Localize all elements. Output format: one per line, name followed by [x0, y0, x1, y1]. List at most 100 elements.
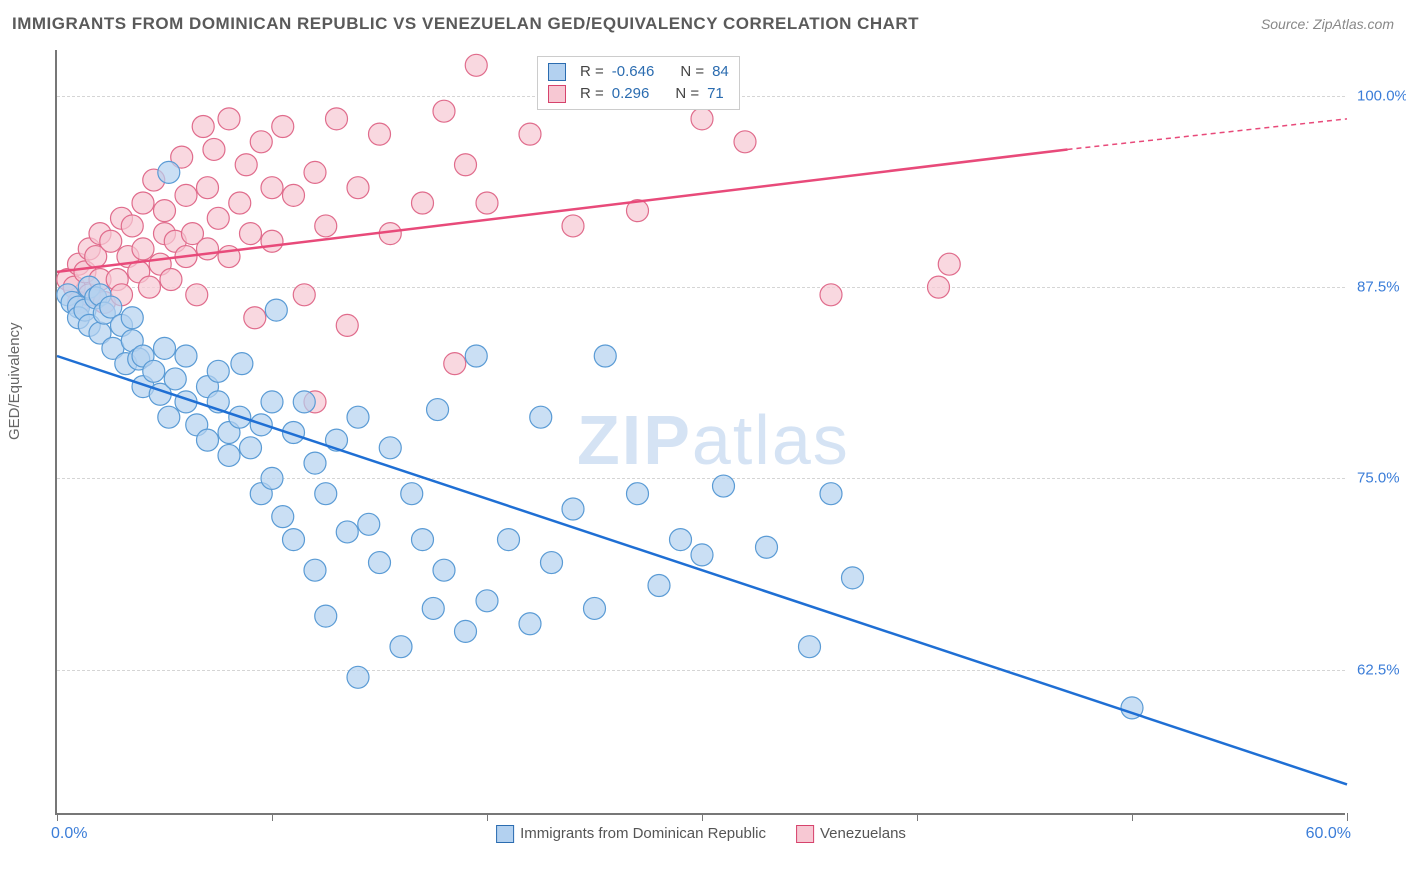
- x-tick: [57, 813, 58, 821]
- data-point: [265, 299, 287, 321]
- trend-line: [1068, 119, 1348, 150]
- data-point: [218, 108, 240, 130]
- data-point: [820, 483, 842, 505]
- data-point: [304, 161, 326, 183]
- x-tick: [1132, 813, 1133, 821]
- data-point: [519, 613, 541, 635]
- data-point: [261, 391, 283, 413]
- data-point: [304, 452, 326, 474]
- data-point: [293, 284, 315, 306]
- data-point: [347, 666, 369, 688]
- data-point: [433, 559, 455, 581]
- data-point: [231, 353, 253, 375]
- data-point: [519, 123, 541, 145]
- data-point: [192, 116, 214, 138]
- data-point: [465, 54, 487, 76]
- data-point: [465, 345, 487, 367]
- data-point: [207, 360, 229, 382]
- data-point: [541, 552, 563, 574]
- y-tick-label: 62.5%: [1357, 661, 1400, 678]
- data-point: [121, 307, 143, 329]
- data-point: [272, 116, 294, 138]
- data-point: [283, 184, 305, 206]
- data-point: [272, 506, 294, 528]
- data-point: [293, 391, 315, 413]
- data-point: [530, 406, 552, 428]
- stat-n-label: N =: [675, 83, 699, 105]
- data-point: [186, 284, 208, 306]
- data-point: [197, 238, 219, 260]
- data-point: [691, 108, 713, 130]
- x-tick: [272, 813, 273, 821]
- data-point: [594, 345, 616, 367]
- data-point: [261, 177, 283, 199]
- stats-legend: R = -0.646N = 84R = 0.296N = 71: [537, 56, 740, 110]
- data-point: [820, 284, 842, 306]
- data-point: [562, 498, 584, 520]
- data-point: [197, 429, 219, 451]
- data-point: [261, 230, 283, 252]
- data-point: [401, 483, 423, 505]
- data-point: [100, 230, 122, 252]
- chart-area: ZIPatlas 62.5%75.0%87.5%100.0% R = -0.64…: [55, 50, 1345, 815]
- data-point: [476, 590, 498, 612]
- data-point: [584, 597, 606, 619]
- trend-line: [57, 356, 1347, 784]
- data-point: [347, 406, 369, 428]
- data-point: [158, 406, 180, 428]
- data-point: [648, 575, 670, 597]
- data-point: [336, 521, 358, 543]
- data-point: [203, 138, 225, 160]
- data-point: [315, 483, 337, 505]
- chart-title: IMMIGRANTS FROM DOMINICAN REPUBLIC VS VE…: [12, 14, 919, 34]
- legend-swatch: [548, 63, 566, 81]
- data-point: [154, 200, 176, 222]
- x-tick: [917, 813, 918, 821]
- data-point: [244, 307, 266, 329]
- data-point: [455, 154, 477, 176]
- data-point: [158, 161, 180, 183]
- x-tick: [1347, 813, 1348, 821]
- data-point: [121, 215, 143, 237]
- stat-r-value: 0.296: [612, 83, 650, 105]
- data-point: [347, 177, 369, 199]
- data-point: [928, 276, 950, 298]
- stats-legend-row: R = -0.646N = 84: [548, 61, 729, 83]
- stat-n-label: N =: [680, 61, 704, 83]
- data-point: [756, 536, 778, 558]
- data-point: [433, 100, 455, 122]
- data-point: [326, 108, 348, 130]
- data-point: [175, 345, 197, 367]
- data-point: [691, 544, 713, 566]
- stat-r-label: R =: [580, 61, 604, 83]
- data-point: [175, 184, 197, 206]
- legend-label: Venezuelans: [820, 825, 906, 842]
- y-tick-label: 100.0%: [1357, 87, 1406, 104]
- data-point: [336, 314, 358, 336]
- data-point: [369, 552, 391, 574]
- data-point: [235, 154, 257, 176]
- data-point: [138, 276, 160, 298]
- data-point: [369, 123, 391, 145]
- data-point: [240, 437, 262, 459]
- data-point: [670, 529, 692, 551]
- scatter-plot: [57, 50, 1345, 813]
- data-point: [250, 131, 272, 153]
- data-point: [455, 620, 477, 642]
- data-point: [412, 192, 434, 214]
- data-point: [160, 269, 182, 291]
- data-point: [713, 475, 735, 497]
- y-axis-label: GED/Equivalency: [6, 322, 23, 440]
- data-point: [358, 513, 380, 535]
- source-label: Source: ZipAtlas.com: [1261, 16, 1394, 32]
- data-point: [422, 597, 444, 619]
- data-point: [132, 238, 154, 260]
- data-point: [938, 253, 960, 275]
- legend-item: Immigrants from Dominican Republic: [496, 825, 766, 843]
- data-point: [379, 437, 401, 459]
- x-tick: [702, 813, 703, 821]
- stat-r-label: R =: [580, 83, 604, 105]
- data-point: [240, 223, 262, 245]
- data-point: [390, 636, 412, 658]
- data-point: [132, 192, 154, 214]
